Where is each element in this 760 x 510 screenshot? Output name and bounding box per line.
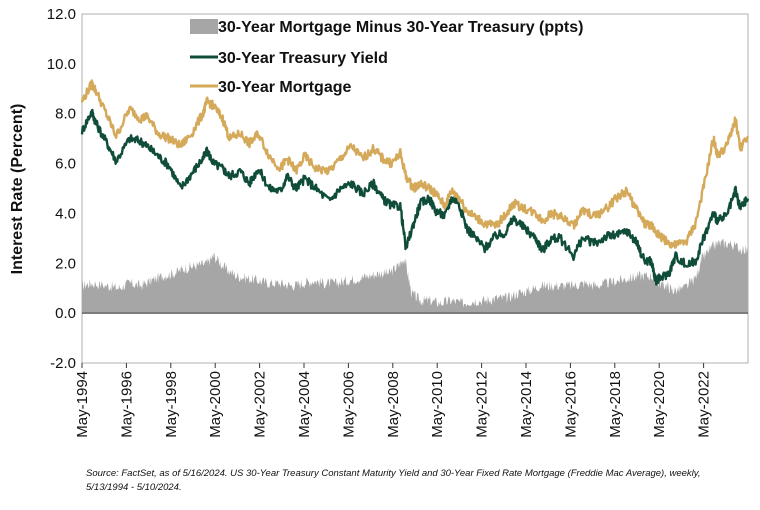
- x-tick-label: May-1996: [118, 371, 135, 438]
- legend-label: 30-Year Mortgage Minus 30-Year Treasury …: [218, 19, 583, 36]
- x-tick-label: May-2014: [518, 371, 535, 438]
- y-tick-label: 12.0: [47, 6, 76, 23]
- y-tick-label: 2.0: [55, 255, 76, 272]
- x-tick-label: May-2010: [429, 371, 446, 438]
- y-tick-label: 0.0: [55, 305, 76, 322]
- x-tick-label: May-2002: [252, 371, 269, 438]
- x-tick-label: May-2016: [562, 371, 579, 438]
- x-tick-label: May-2012: [474, 371, 491, 438]
- series-mortgage-line: [80, 79, 750, 249]
- x-tick-label: May-1994: [74, 371, 91, 438]
- y-tick-label: 10.0: [47, 56, 76, 73]
- x-tick-label: May-1998: [163, 371, 180, 438]
- series-treasury-line: [80, 108, 750, 286]
- y-tick-label: 8.0: [55, 106, 76, 123]
- series-spread-area: [82, 238, 748, 314]
- legend-label: 30-Year Treasury Yield: [218, 50, 388, 67]
- plot-frame: [81, 13, 749, 364]
- y-axis-title: Interest Rate (Percent): [9, 104, 26, 275]
- x-tick-label: May-2022: [696, 371, 713, 438]
- legend: 30-Year Mortgage Minus 30-Year Treasury …: [190, 19, 583, 96]
- y-tick-label: -2.0: [50, 355, 76, 372]
- x-tick-label: May-2004: [296, 371, 313, 438]
- y-tick-label: 4.0: [55, 205, 76, 222]
- source-note: Source: FactSet, as of 5/16/2024. US 30-…: [86, 468, 701, 493]
- x-tick-label: May-2020: [651, 371, 668, 438]
- x-tick-label: May-2006: [340, 371, 357, 438]
- x-tick-label: May-2018: [607, 371, 624, 438]
- legend-swatch-spread: [190, 19, 218, 34]
- x-tick-label: May-2000: [207, 371, 224, 438]
- x-tick-label: May-2008: [385, 371, 402, 438]
- legend-label: 30-Year Mortgage: [218, 79, 351, 96]
- y-tick-label: 6.0: [55, 156, 76, 173]
